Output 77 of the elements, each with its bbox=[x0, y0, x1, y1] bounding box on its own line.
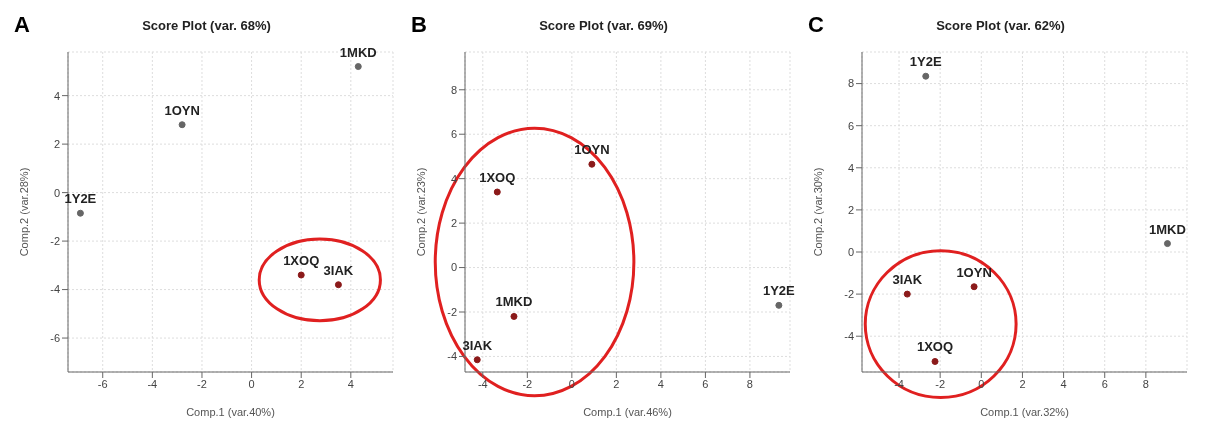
y-tick-label: -2 bbox=[844, 288, 854, 301]
x-tick-label: -6 bbox=[97, 377, 108, 390]
point bbox=[931, 357, 939, 365]
y-axis-title: Comp.2 (var.30%) bbox=[811, 167, 824, 257]
text: B bbox=[411, 12, 427, 38]
y-tick-label: 2 bbox=[53, 138, 60, 151]
annotation: 1Y2E bbox=[762, 283, 796, 299]
annotation: 1OYN bbox=[956, 264, 992, 280]
point bbox=[903, 290, 911, 298]
annotation: 1Y2E bbox=[64, 191, 97, 207]
y-tick-label: -6 bbox=[50, 331, 60, 344]
x-tick-label: 2 bbox=[298, 377, 305, 390]
y-tick-label: -2 bbox=[447, 305, 457, 318]
y-tick-label: 6 bbox=[450, 128, 457, 141]
point bbox=[473, 356, 481, 364]
point bbox=[76, 209, 84, 217]
x-axis-title: Comp.1 (var.32%) bbox=[980, 406, 1069, 418]
y-tick-label: 2 bbox=[450, 217, 457, 230]
point bbox=[334, 281, 342, 289]
x-tick-label: 2 bbox=[1019, 377, 1026, 390]
point bbox=[510, 312, 518, 320]
point bbox=[1163, 240, 1171, 248]
x-tick-label: 0 bbox=[248, 377, 255, 390]
x-axis-title: Comp.1 (var.46%) bbox=[583, 406, 672, 418]
y-tick-label: 0 bbox=[847, 245, 854, 258]
point bbox=[297, 271, 305, 279]
y-axis-title: Comp.2 (var.23%) bbox=[414, 167, 427, 257]
chart-title: Score Plot (var. 69%) bbox=[539, 18, 668, 33]
y-axis-title: Comp.2 (var.28%) bbox=[17, 167, 30, 257]
point bbox=[354, 63, 362, 71]
point bbox=[922, 72, 930, 80]
y-tick-label: 4 bbox=[847, 161, 854, 174]
y-tick-label: 6 bbox=[847, 119, 854, 132]
x-tick-label: -4 bbox=[147, 377, 158, 390]
y-tick-label: 0 bbox=[53, 186, 60, 199]
text: C bbox=[808, 12, 824, 38]
y-tick-label: -4 bbox=[447, 350, 457, 363]
annotation: 1XOQ bbox=[479, 170, 516, 185]
x-tick-label: -2 bbox=[197, 377, 207, 390]
point bbox=[970, 283, 978, 291]
y-tick-label: -4 bbox=[50, 283, 60, 296]
annotation: 1MKD bbox=[495, 294, 533, 310]
y-tick-label: 0 bbox=[450, 261, 457, 274]
y-tick-label: -4 bbox=[844, 330, 854, 343]
annotation: 1Y2E bbox=[909, 54, 942, 70]
annotation: 1XOQ bbox=[916, 339, 954, 355]
chart-title: Score Plot (var. 62%) bbox=[936, 18, 1065, 33]
annotation: 3IAK bbox=[323, 262, 354, 278]
y-tick-label: 8 bbox=[450, 83, 457, 96]
point bbox=[588, 160, 596, 168]
y-tick-label: -2 bbox=[50, 235, 60, 247]
x-tick-label: -2 bbox=[935, 377, 946, 390]
annotation: 1MKD bbox=[1149, 221, 1186, 237]
annotation: 1MKD bbox=[339, 44, 377, 60]
x-tick-label: 4 bbox=[657, 377, 664, 390]
point bbox=[775, 301, 783, 309]
point bbox=[493, 188, 501, 196]
y-tick-label: 8 bbox=[847, 77, 854, 90]
annotation: 1XOQ bbox=[283, 253, 320, 269]
x-tick-label: 6 bbox=[702, 377, 709, 390]
annotation: 3IAK bbox=[892, 272, 923, 288]
point bbox=[178, 121, 186, 129]
x-tick-label: 6 bbox=[1101, 377, 1108, 390]
y-tick-label: 2 bbox=[847, 203, 854, 216]
x-tick-label: 8 bbox=[1142, 377, 1149, 390]
y-tick-label: 4 bbox=[53, 89, 60, 102]
x-tick-label: 2 bbox=[613, 377, 620, 390]
text: A bbox=[14, 12, 30, 38]
x-tick-label: 8 bbox=[746, 377, 753, 390]
x-tick-label: -2 bbox=[522, 377, 533, 390]
x-tick-label: -4 bbox=[477, 377, 488, 390]
x-tick-label: 4 bbox=[347, 377, 354, 390]
annotation: 3IAK bbox=[462, 337, 493, 353]
x-axis-title: Comp.1 (var.40%) bbox=[186, 406, 275, 418]
chart-title: Score Plot (var. 68%) bbox=[142, 18, 271, 33]
annotation: 1OYN bbox=[164, 102, 200, 118]
x-tick-label: 4 bbox=[1060, 377, 1067, 390]
